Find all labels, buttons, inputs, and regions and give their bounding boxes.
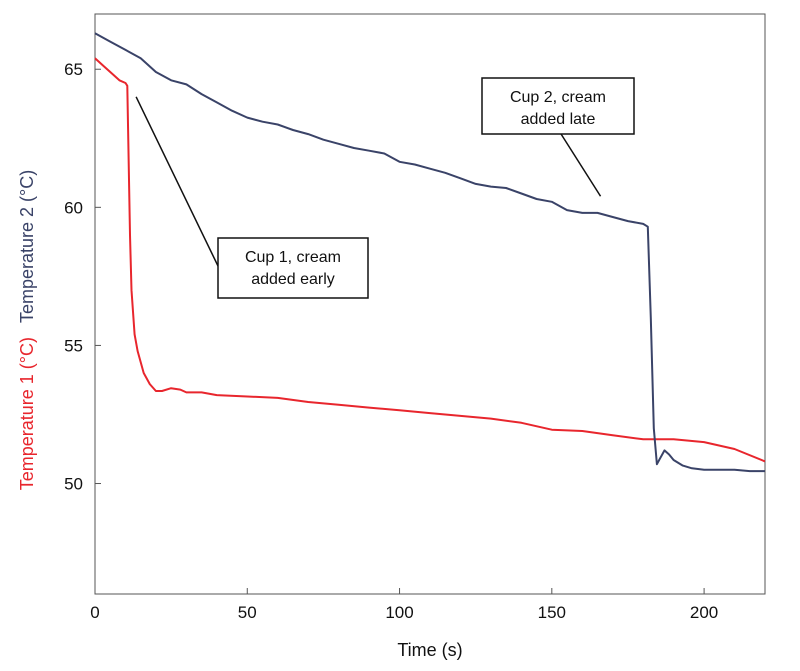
annotation-text-line: Cup 2, cream	[510, 89, 606, 106]
annotation-leader-line	[135, 96, 219, 267]
annotation-layer: Cup 1, cream added early Cup 2, cream added…	[135, 77, 635, 299]
y-axis-title: Temperature 1 (°C) Temperature 2 (°C)	[17, 170, 37, 491]
annotation-leader-line	[560, 133, 602, 197]
y-tick-label: 60	[64, 198, 83, 217]
x-tick-label: 0	[90, 603, 99, 622]
annotation-1: Cup 1, cream added early	[135, 96, 369, 299]
y-tick-label: 55	[64, 336, 83, 355]
x-tick-label: 200	[690, 603, 718, 622]
y-axis-title-part-1: Temperature 1 (°C)	[17, 337, 37, 490]
x-axis: 0 50 100 150 200	[90, 588, 718, 622]
y-tick-label: 65	[64, 60, 83, 79]
annotation-2: Cup 2, cream added late	[481, 77, 635, 197]
series-line-1	[94, 57, 766, 463]
y-axis: 50 55 60 65	[64, 60, 101, 494]
x-tick-label: 100	[385, 603, 413, 622]
annotation-box	[217, 237, 369, 299]
annotation-box	[481, 77, 635, 135]
annotation-text-line: Cup 1, cream	[245, 249, 341, 266]
x-tick-label: 50	[238, 603, 257, 622]
x-tick-label: 150	[538, 603, 566, 622]
series-layer	[94, 32, 766, 473]
y-axis-title-part-2: Temperature 2 (°C)	[17, 170, 37, 323]
series-line-2	[94, 32, 765, 473]
plot-area	[94, 13, 766, 595]
annotation-text-line: added early	[251, 271, 335, 288]
annotation-text-line: added late	[521, 111, 596, 128]
y-tick-label: 50	[64, 475, 83, 494]
x-axis-title: Time (s)	[397, 640, 462, 660]
